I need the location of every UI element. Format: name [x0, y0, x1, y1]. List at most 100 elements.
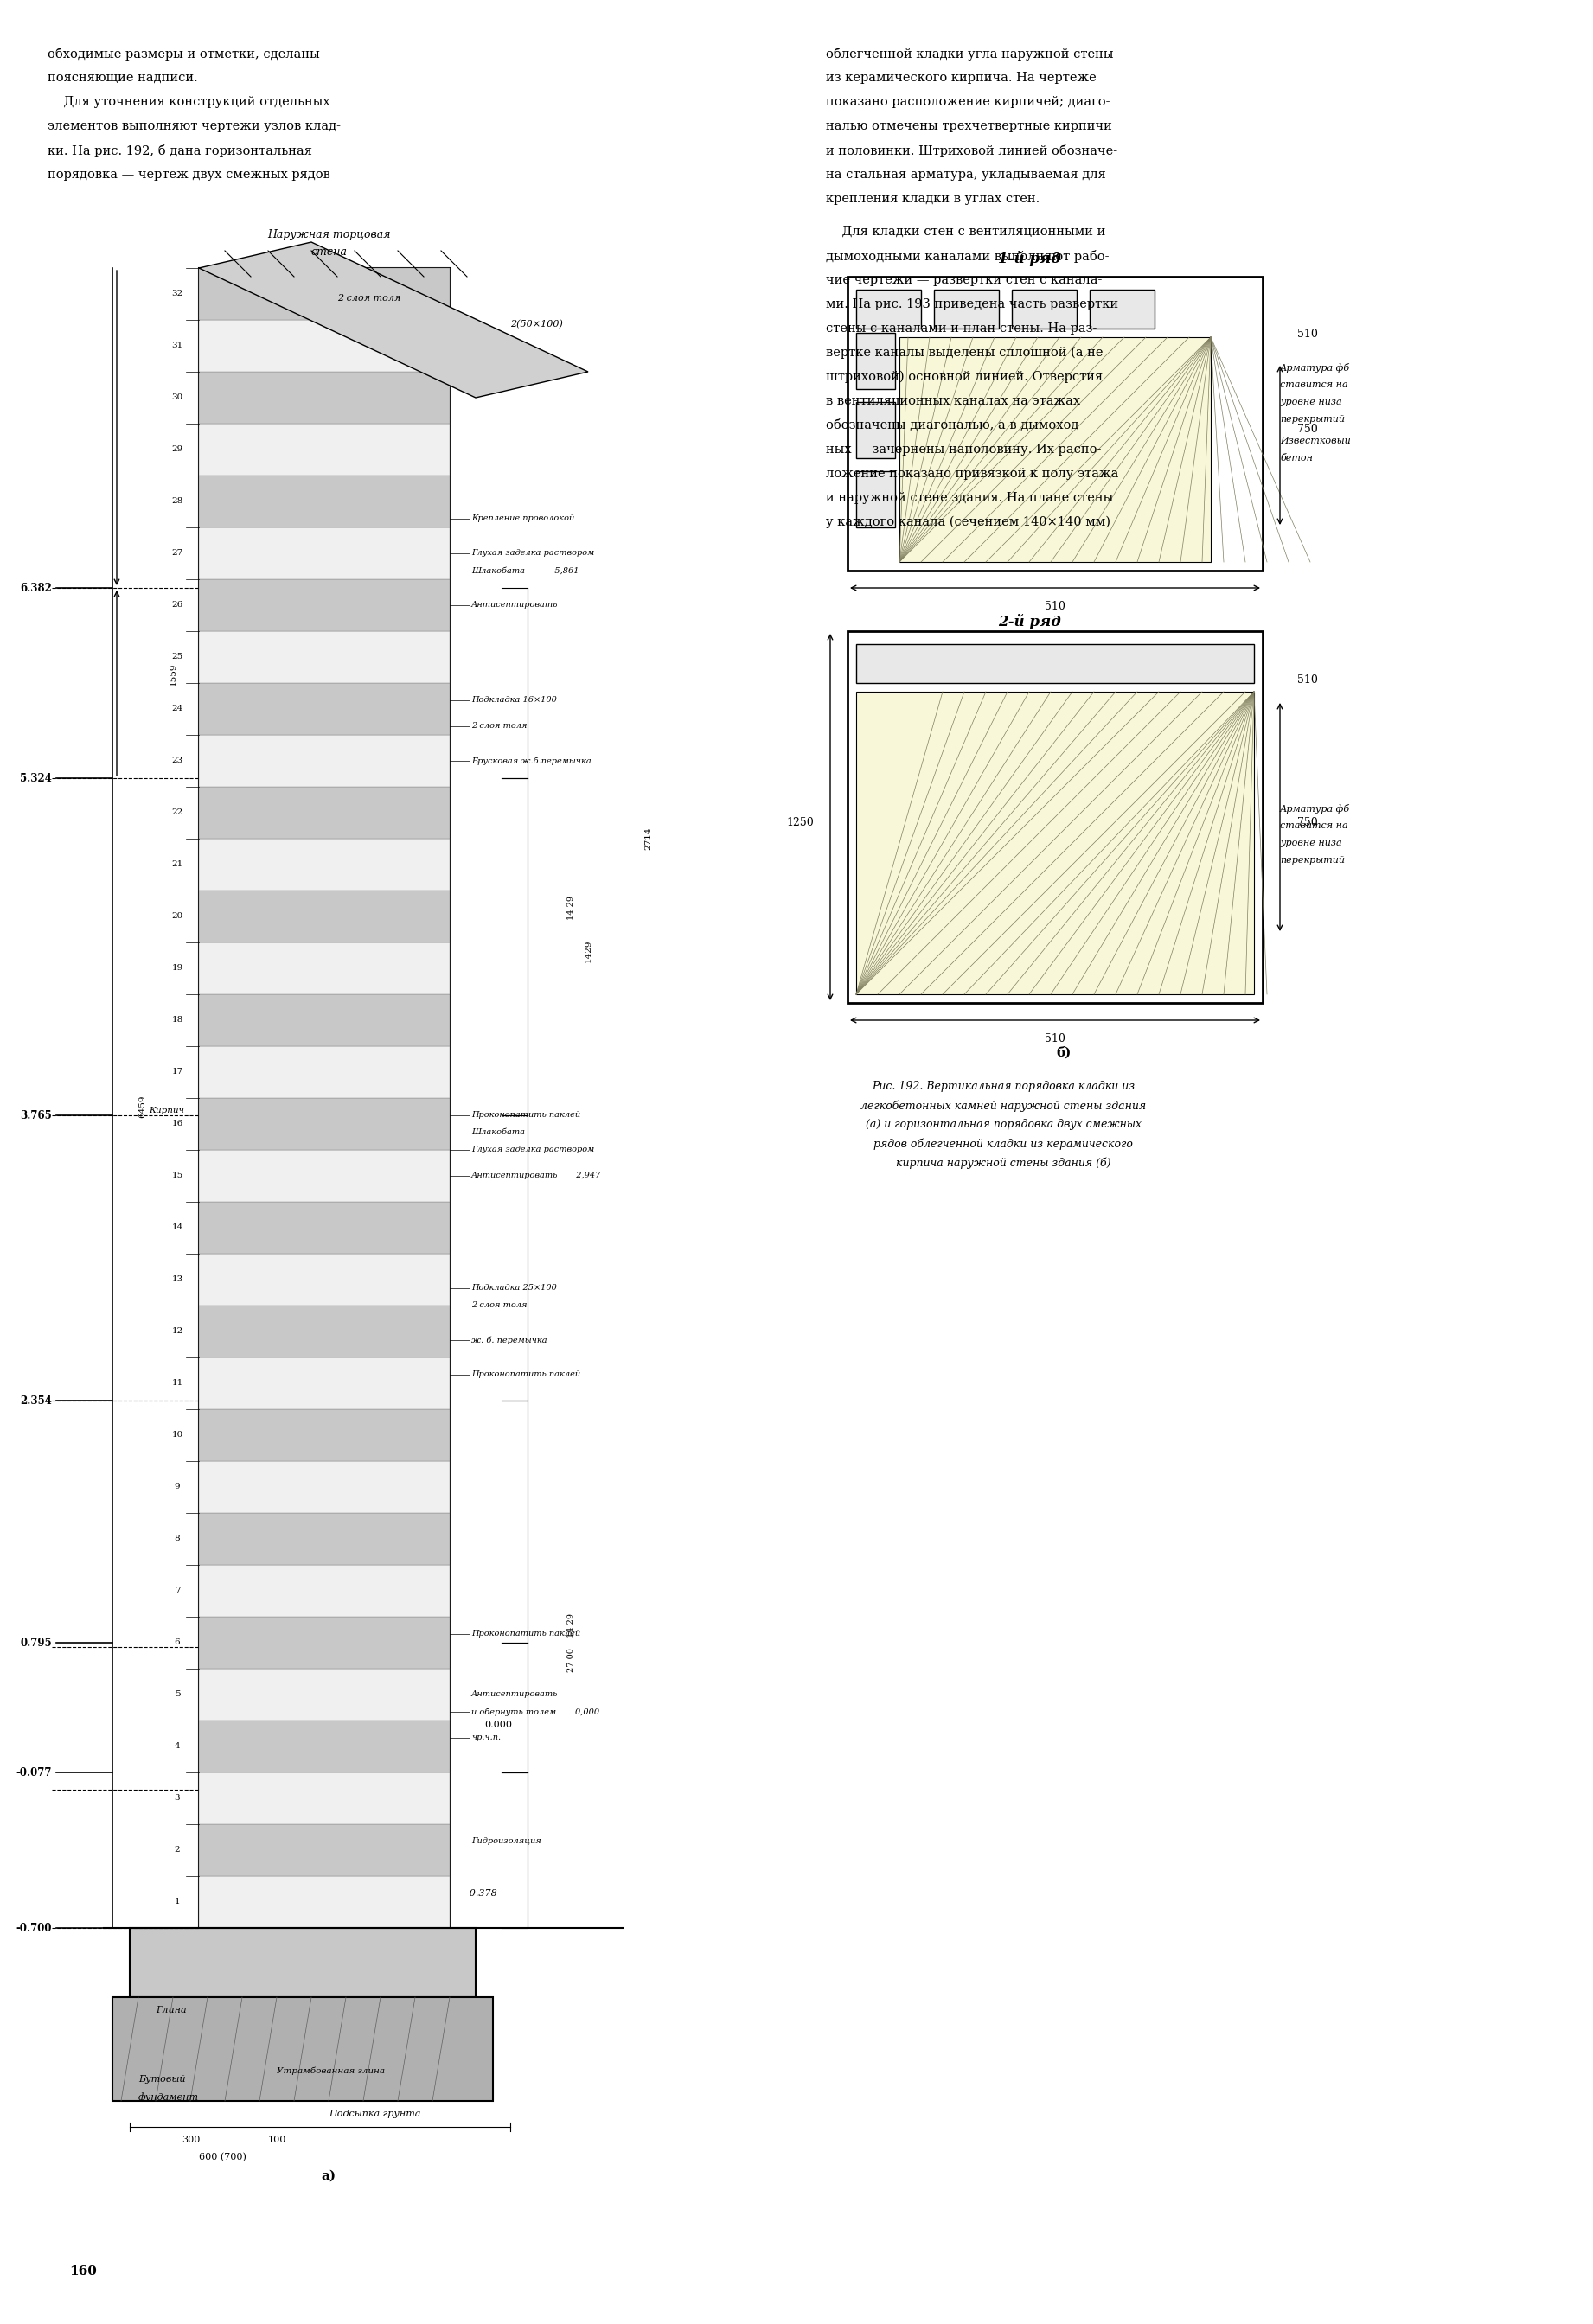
Text: 1559: 1559: [169, 662, 177, 686]
Text: стены с каналами и план стены. На раз-: стены с каналами и план стены. На раз-: [825, 323, 1098, 335]
Text: 6.382: 6.382: [21, 583, 53, 593]
Text: фундамент: фундамент: [139, 2092, 199, 2101]
Text: перекрытий: перекрытий: [1279, 416, 1344, 423]
Bar: [199, 1669, 449, 1720]
Bar: [199, 1046, 449, 1097]
Text: бетон: бетон: [1279, 453, 1313, 462]
Bar: [199, 683, 449, 734]
Bar: [199, 1618, 449, 1669]
Text: Рис. 192. Вертикальная порядовка кладки из: Рис. 192. Вертикальная порядовка кладки …: [871, 1081, 1134, 1092]
Text: 100: 100: [268, 2136, 287, 2145]
Text: 2.354: 2.354: [21, 1394, 53, 1406]
Text: 2: 2: [174, 1845, 180, 1855]
Text: Шлакобата: Шлакобата: [472, 1129, 526, 1136]
Bar: [199, 267, 449, 321]
Bar: [199, 1357, 449, 1408]
Text: Утрамбованная глина: Утрамбованная глина: [277, 2066, 386, 2075]
Text: из керамического кирпича. На чертеже: из керамического кирпича. На чертеже: [825, 72, 1096, 84]
Bar: [199, 1408, 449, 1462]
Text: 300: 300: [182, 2136, 201, 2145]
Text: а): а): [322, 2171, 336, 2182]
Bar: [199, 995, 449, 1046]
Text: 2(50×100): 2(50×100): [510, 321, 562, 328]
Text: Наружная торцовая: Наружная торцовая: [268, 230, 390, 239]
Text: Подсыпка грунта: Подсыпка грунта: [328, 2110, 421, 2117]
Text: 600 (700): 600 (700): [199, 2152, 247, 2161]
Text: 13: 13: [172, 1276, 183, 1283]
Text: налью отмечены трехчетвертные кирпичи: налью отмечены трехчетвертные кирпичи: [825, 121, 1112, 132]
Text: Известковый: Известковый: [1279, 437, 1351, 446]
Text: Крепление проволокой: Крепление проволокой: [472, 516, 575, 523]
Text: Бутовый: Бутовый: [139, 2075, 185, 2085]
Bar: [1012, 290, 1077, 328]
Text: 510: 510: [1045, 1034, 1066, 1043]
Bar: [199, 944, 449, 995]
Text: 28: 28: [172, 497, 183, 504]
Text: 24: 24: [172, 704, 183, 713]
Bar: [847, 632, 1263, 1004]
Text: 18: 18: [172, 1016, 183, 1025]
Text: облегченной кладки угла наружной стены: облегченной кладки угла наружной стены: [825, 46, 1114, 60]
Bar: [199, 1097, 449, 1150]
Text: 9: 9: [174, 1483, 180, 1492]
Bar: [199, 321, 449, 372]
Text: 510: 510: [1045, 602, 1066, 611]
Text: уровне низа: уровне низа: [1279, 397, 1341, 407]
Bar: [199, 1513, 449, 1564]
Text: Арматура фб: Арматура фб: [1279, 804, 1351, 813]
Text: 17: 17: [172, 1069, 183, 1076]
Text: ных — зачернены наполовину. Их распо-: ных — зачернены наполовину. Их распо-: [825, 444, 1101, 456]
Text: 14 29: 14 29: [567, 1613, 575, 1638]
Text: элементов выполняют чертежи узлов клад-: элементов выполняют чертежи узлов клад-: [48, 121, 341, 132]
Text: легкобетонных камней наружной стены здания: легкобетонных камней наружной стены здан…: [860, 1099, 1145, 1111]
Bar: [199, 734, 449, 788]
Text: Шлакобата           5,861: Шлакобата 5,861: [472, 567, 578, 574]
Bar: [199, 1564, 449, 1618]
Bar: [855, 402, 895, 458]
Text: 160: 160: [68, 2266, 97, 2278]
Bar: [113, 1996, 492, 2101]
Text: поясняющие надписи.: поясняющие надписи.: [48, 72, 198, 84]
Text: рядов облегченной кладки из керамического: рядов облегченной кладки из керамическог…: [873, 1139, 1133, 1150]
Bar: [199, 1462, 449, 1513]
Text: 10: 10: [172, 1432, 183, 1439]
Text: 27 00: 27 00: [567, 1648, 575, 1671]
Text: чие чертежи — развертки стен с канала-: чие чертежи — развертки стен с канала-: [825, 274, 1102, 286]
Text: 3: 3: [174, 1794, 180, 1801]
Bar: [199, 1150, 449, 1202]
Bar: [199, 890, 449, 944]
Text: 6459: 6459: [139, 1095, 147, 1118]
Text: уровне низа: уровне низа: [1279, 839, 1341, 848]
Text: 29: 29: [172, 446, 183, 453]
Text: Антисептировать       2,947: Антисептировать 2,947: [472, 1171, 602, 1181]
Text: 30: 30: [172, 393, 183, 402]
Text: 2 слоя толя: 2 слоя толя: [338, 293, 401, 302]
Bar: [199, 476, 449, 528]
Text: Подкладка 16×100: Подкладка 16×100: [472, 697, 558, 704]
Bar: [900, 337, 1211, 562]
Text: вертке каналы выделены сплошной (а не: вертке каналы выделены сплошной (а не: [825, 346, 1102, 360]
Text: 3.765: 3.765: [21, 1109, 53, 1120]
Text: 25: 25: [172, 653, 183, 660]
Bar: [199, 1253, 449, 1306]
Text: б): б): [1056, 1046, 1070, 1057]
Text: Глухая заделка раствором: Глухая заделка раствором: [472, 1146, 594, 1153]
Text: Глина: Глина: [156, 2006, 186, 2015]
Text: дымоходными каналами выполняют рабо-: дымоходными каналами выполняют рабо-: [825, 251, 1109, 263]
Text: обозначены диагональю, а в дымоход-: обозначены диагональю, а в дымоход-: [825, 418, 1083, 432]
Text: Подкладка 25×100: Подкладка 25×100: [472, 1285, 558, 1292]
Text: Антисептировать: Антисептировать: [472, 1690, 558, 1699]
Bar: [199, 267, 449, 1929]
Text: и половинки. Штриховой линией обозначе-: и половинки. Штриховой линией обозначе-: [825, 144, 1117, 158]
Bar: [199, 1875, 449, 1929]
Text: 16: 16: [172, 1120, 183, 1127]
Bar: [855, 644, 1254, 683]
Text: 11: 11: [172, 1380, 183, 1387]
Text: ж. б. перемычка: ж. б. перемычка: [472, 1336, 546, 1343]
Text: Проконопатить паклей: Проконопатить паклей: [472, 1371, 580, 1378]
Bar: [847, 277, 1263, 572]
Text: ставится на: ставится на: [1279, 820, 1348, 830]
Text: перекрытий: перекрытий: [1279, 855, 1344, 865]
Text: Проконопатить паклей: Проконопатить паклей: [472, 1629, 580, 1638]
Bar: [199, 1202, 449, 1253]
